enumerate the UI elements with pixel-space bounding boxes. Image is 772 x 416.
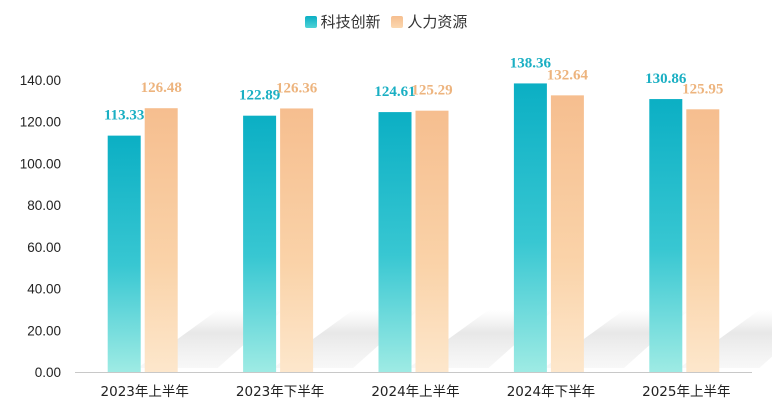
legend-label-hr: 人力资源 [407, 13, 468, 31]
y-tick-label: 20.00 [27, 323, 61, 338]
data-label-hr: 132.64 [547, 67, 589, 83]
y-tick-label: 60.00 [27, 240, 61, 255]
bar-tech[interactable] [378, 112, 412, 372]
bar-hr[interactable] [144, 108, 178, 373]
x-category-label: 2023年上半年 [101, 384, 189, 400]
data-label-tech: 138.36 [510, 55, 552, 71]
bars [107, 83, 720, 373]
bar-tech[interactable] [243, 115, 277, 372]
y-axis: 0.00 20.00 40.00 60.00 80.00 100.00 120.00 140.… [20, 73, 61, 380]
bar-hr[interactable] [280, 108, 314, 372]
y-tick-label: 120.00 [20, 115, 61, 130]
legend-swatch-hr [391, 15, 404, 28]
bar-tech[interactable] [513, 83, 547, 373]
y-tick-label: 80.00 [27, 198, 61, 213]
legend-item-tech[interactable]: 科技创新 [304, 11, 381, 32]
y-tick-label: 140.00 [20, 73, 61, 88]
chart-legend: 科技创新 人力资源 [0, 11, 772, 32]
bar-hr[interactable] [415, 110, 449, 373]
x-axis: 2023年上半年 2023年下半年 2024年上半年 2024年下半年 2025年上半年 [75, 372, 752, 400]
legend-swatch-tech [304, 15, 317, 28]
data-label-tech: 130.86 [645, 71, 687, 87]
data-label-tech: 113.33 [104, 108, 144, 124]
bar-hr[interactable] [686, 109, 720, 372]
x-category-label: 2024年下半年 [507, 384, 595, 400]
bar-tech[interactable] [649, 99, 683, 373]
bar-tech[interactable] [107, 135, 141, 372]
data-label-hr: 125.95 [682, 81, 723, 97]
data-label-hr: 126.36 [276, 80, 318, 96]
bar-hr[interactable] [550, 95, 584, 372]
data-label-hr: 125.29 [411, 83, 452, 99]
y-tick-label: 100.00 [20, 156, 61, 171]
x-category-label: 2025年上半年 [642, 384, 730, 400]
data-label-hr: 126.48 [141, 80, 182, 96]
y-tick-label: 0.00 [35, 365, 61, 380]
x-category-label: 2023年下半年 [236, 384, 324, 400]
y-tick-label: 40.00 [27, 282, 61, 297]
x-category-label: 2024年上半年 [371, 384, 459, 400]
legend-label-tech: 科技创新 [320, 13, 381, 31]
data-label-tech: 122.89 [239, 88, 280, 104]
legend-item-hr[interactable]: 人力资源 [391, 11, 467, 32]
data-label-tech: 124.61 [374, 84, 415, 100]
